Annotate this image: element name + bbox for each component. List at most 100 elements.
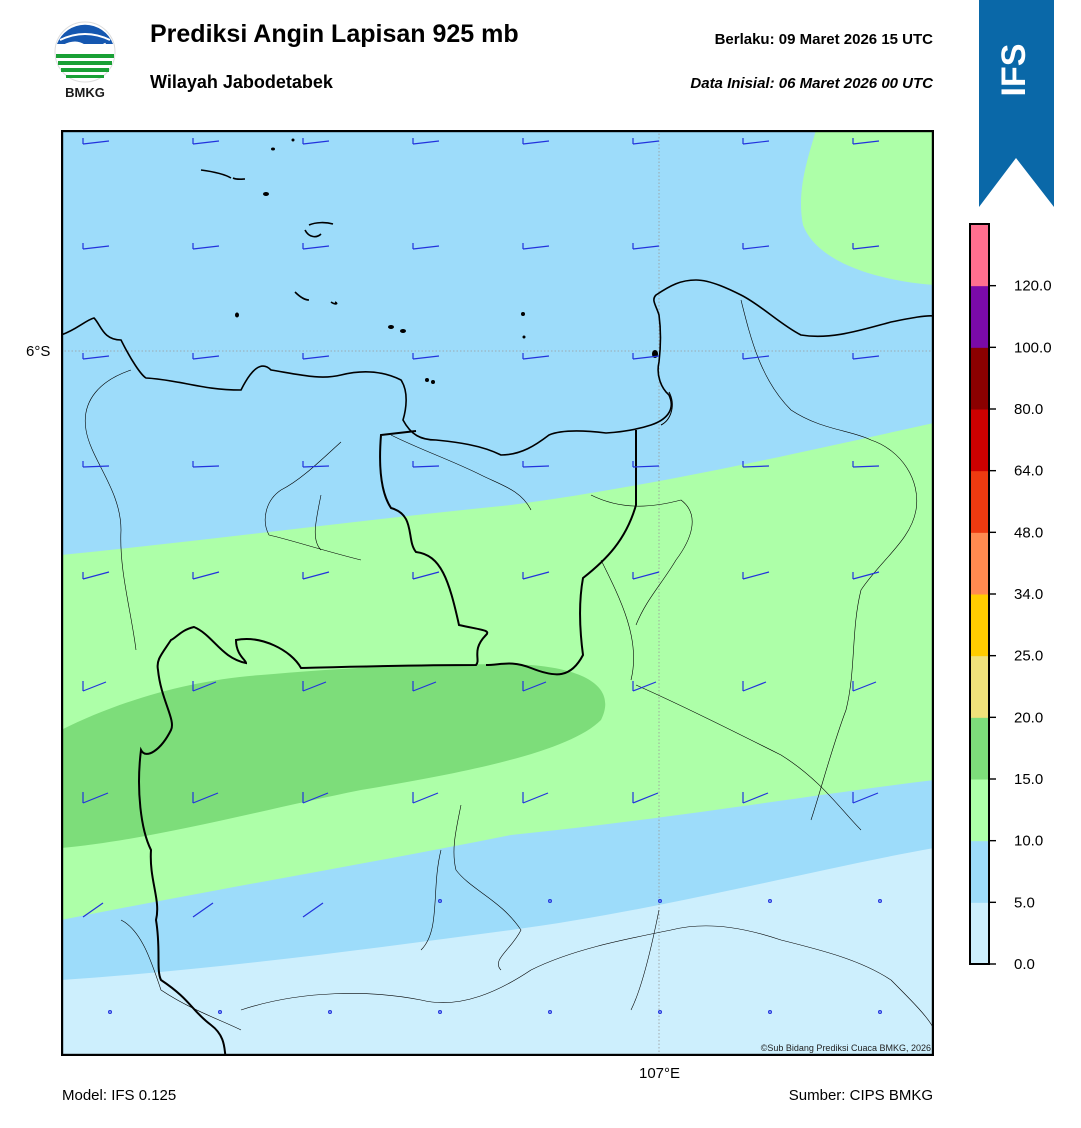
wind-barb	[82, 353, 110, 360]
colorbar-tick-label: 34.0	[1014, 586, 1043, 603]
wind-barb	[302, 138, 330, 145]
lat-label: 6°S	[26, 343, 51, 360]
calm-marker	[767, 898, 772, 903]
wind-barb	[82, 681, 107, 692]
wind-barb	[632, 792, 659, 804]
calm-marker	[548, 1009, 553, 1014]
calm-marker	[548, 898, 553, 903]
wind-barb	[742, 243, 770, 250]
wind-barb	[412, 792, 439, 804]
colorbar-tick-label: 20.0	[1014, 709, 1043, 726]
wind-barb	[632, 571, 660, 580]
model-label: Model: IFS 0.125	[62, 1087, 177, 1104]
colorbar-tick-label: 5.0	[1014, 894, 1035, 911]
wind-barb	[192, 243, 220, 250]
colorbar-segment	[970, 470, 989, 533]
wind-barb	[632, 243, 660, 250]
wind-barb	[412, 571, 440, 580]
wind-barb	[522, 792, 549, 804]
colorbar-tick-label: 15.0	[1014, 771, 1043, 788]
calm-marker	[438, 898, 443, 903]
wind-barbs	[82, 138, 882, 1014]
wind-barb	[522, 681, 547, 692]
wind-barb	[412, 461, 440, 468]
map-frame	[61, 130, 934, 1056]
valid-time-label: Berlaku: 09 Maret 2026 15 UTC	[714, 31, 933, 48]
wind-barb	[522, 138, 550, 145]
colorbar-tick-label: 80.0	[1014, 401, 1043, 418]
colorbar-tick-label: 100.0	[1014, 339, 1052, 356]
wind-barb	[522, 461, 550, 468]
wind-barb	[632, 353, 660, 360]
wind-barb	[302, 461, 330, 468]
wind-barb	[742, 353, 770, 360]
wind-barb	[852, 353, 880, 360]
colorbar-tick-label: 120.0	[1014, 278, 1052, 295]
bmkg-logo	[52, 20, 118, 104]
wind-barb	[192, 792, 219, 804]
colorbar-segment	[970, 655, 989, 718]
calm-marker	[877, 898, 882, 903]
colorbar-segment	[970, 840, 989, 903]
colorbar-tick-label: 0.0	[1014, 956, 1035, 972]
calm-marker	[877, 1009, 882, 1014]
wind-barb	[632, 461, 660, 468]
wind-barb	[82, 571, 110, 580]
colorbar-segment	[970, 347, 989, 410]
wind-barb	[192, 902, 214, 918]
band-10-15-ne	[800, 130, 934, 285]
wind-barb	[302, 681, 327, 692]
wind-barb	[82, 243, 110, 250]
wind-barb	[412, 681, 437, 692]
colorbar-segment	[970, 902, 989, 965]
init-time-label: Data Inisial: 06 Maret 2026 00 UTC	[690, 75, 933, 92]
wind-barb	[302, 792, 329, 804]
regency-borders	[84, 299, 934, 1031]
colorbar-segment	[970, 224, 989, 287]
wind-barb	[852, 243, 880, 250]
coastline	[61, 169, 934, 456]
colorbar-segment	[970, 409, 989, 472]
wind-barb	[522, 243, 550, 250]
colorbar-segment	[970, 779, 989, 842]
wind-barb	[522, 571, 550, 580]
logo-text: BMKG	[65, 85, 105, 100]
calm-marker	[107, 1009, 112, 1014]
colorbar-tick-label: 64.0	[1014, 463, 1043, 480]
band-15-20	[61, 664, 606, 848]
wind-barb	[302, 243, 330, 250]
wind-barb	[852, 138, 880, 145]
wind-barb	[412, 138, 440, 145]
model-badge-text: IFS	[995, 44, 1033, 97]
colorbar-segment	[970, 594, 989, 657]
calm-marker	[218, 1009, 223, 1014]
wind-barb	[192, 461, 220, 468]
colorbar-tick-label: 48.0	[1014, 524, 1043, 541]
colorbar-segment	[970, 532, 989, 595]
wind-barb	[632, 138, 660, 145]
wind-barb	[522, 353, 550, 360]
wind-barb	[82, 461, 110, 468]
colorbar-tick-label: 25.0	[1014, 648, 1043, 665]
wind-map	[61, 130, 934, 1056]
wind-barb	[82, 138, 110, 145]
calm-marker	[657, 898, 662, 903]
calm-marker	[767, 1009, 772, 1014]
wind-barb	[852, 461, 880, 468]
wind-barb	[302, 571, 330, 580]
calm-marker	[438, 1009, 443, 1014]
wind-barb	[82, 902, 104, 918]
calm-marker	[657, 1009, 662, 1014]
wind-barb	[742, 571, 770, 580]
model-badge: IFS	[979, 0, 1054, 207]
wind-barb	[82, 792, 109, 804]
wind-barb	[852, 681, 877, 692]
calm-marker	[328, 1009, 333, 1014]
wind-barb	[742, 792, 769, 804]
lon-label: 107°E	[639, 1065, 681, 1082]
wind-barb	[192, 353, 220, 360]
wind-barb	[302, 902, 324, 918]
wind-barb	[852, 792, 879, 804]
copyright-text: ©Sub Bidang Prediksi Cuaca BMKG, 2026	[760, 1043, 931, 1053]
page-subtitle: Wilayah Jabodetabek	[150, 72, 333, 92]
